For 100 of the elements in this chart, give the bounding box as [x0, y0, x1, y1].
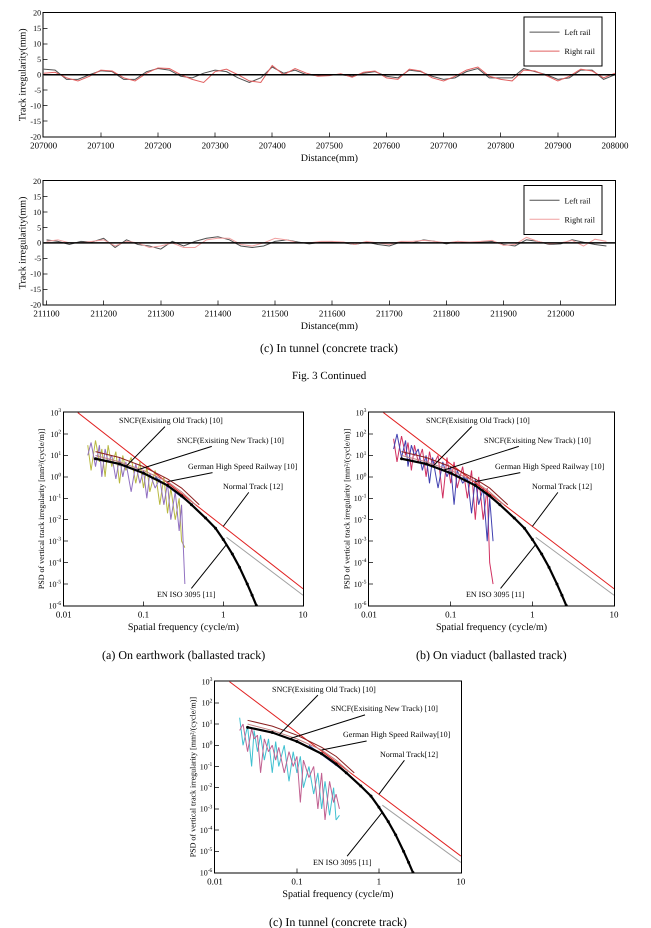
y-tick-label: 10$^{-5}$ — [48, 579, 62, 589]
y-tick-label: 20 — [33, 176, 42, 186]
y-tick-label: 10$^{2}$ — [356, 429, 367, 439]
y-tick-label: 10$^{-4}$ — [354, 558, 367, 568]
y-axis-title: Track irregularity(mm) — [17, 196, 28, 290]
x-tick-label: 208000 — [601, 140, 629, 150]
y-tick-label: 10$^{-6}$ — [354, 600, 367, 610]
y-tick-label: 0 — [37, 70, 42, 80]
annotation: SNCF(Exisiting Old Track) [10] — [426, 416, 530, 425]
legend-label: Left rail — [564, 196, 592, 206]
y-tick-label: -15 — [30, 285, 42, 294]
y-tick-label: 10$^{0}$ — [356, 472, 367, 482]
y-tick-label: -20 — [30, 300, 42, 310]
x-tick-label: 1 — [376, 876, 382, 886]
x-tick-label: 1 — [530, 609, 535, 620]
x-tick-label: 1 — [221, 609, 226, 620]
y-tick-label: 10$^{-6}$ — [48, 600, 62, 610]
x-tick-label: 211200 — [90, 308, 118, 319]
annotation: Normal Track [12] — [532, 482, 592, 491]
annotation: SNCF(Exisiting Old Track) [10] — [272, 685, 376, 694]
y-tick-label: 10$^{-6}$ — [200, 868, 213, 878]
y-tick-label: 10$^{-1}$ — [200, 762, 213, 772]
x-tick-label: 211500 — [262, 308, 289, 319]
y-tick-label: 10$^{-3}$ — [200, 804, 213, 814]
legend-label: Right rail — [564, 215, 596, 224]
y-tick-label: 10$^{-5}$ — [354, 579, 367, 589]
x-axis-title: Spatial frequency (cycle/m) — [436, 622, 548, 633]
y-tick-label: 10$^{-4}$ — [48, 558, 62, 568]
x-axis-title: Spatial frequency (cycle/m) — [282, 888, 394, 900]
x-tick-label: 211100 — [33, 308, 60, 319]
y-tick-label: 10$^{-3}$ — [354, 536, 367, 546]
annotation: SNCF(Exisiting New Track) [10] — [177, 436, 284, 445]
text: (a) On earthwork (ballasted track) — [102, 648, 266, 662]
y-tick-label: 15 — [33, 24, 42, 34]
y-tick-label: 10$^{3}$ — [50, 408, 62, 418]
x-tick-label: 0.01 — [207, 876, 223, 886]
x-axis-title: Distance(mm) — [300, 152, 358, 164]
y-tick-label: 20 — [33, 8, 42, 18]
annotation: Normal Track [12] — [223, 482, 284, 491]
y-tick-label: 10$^{2}$ — [202, 698, 213, 708]
y-tick-label: 10$^{-2}$ — [48, 515, 62, 525]
x-tick-label: 211300 — [147, 308, 175, 319]
y-tick-label: 10 — [33, 208, 42, 217]
caption: Fig. 3 Continued — [292, 370, 367, 382]
annotation: German High Speed Railway [10] — [495, 462, 605, 471]
y-tick-label: 10$^{1}$ — [50, 450, 62, 460]
y-tick-label: 10$^{3}$ — [202, 677, 213, 686]
y-tick-label: 10$^{-3}$ — [48, 536, 62, 546]
annotation: EN ISO 3095 [11] — [466, 590, 525, 599]
x-tick-label: 207800 — [487, 140, 515, 150]
x-tick-label: 211400 — [204, 308, 232, 319]
annotation: SNCF(Exisiting New Track) [10] — [331, 704, 438, 713]
y-tick-label: 10$^{-2}$ — [200, 783, 213, 792]
x-tick-label: 207600 — [372, 140, 400, 150]
y-tick-label: 10$^{3}$ — [356, 408, 367, 418]
y-tick-label: 5 — [37, 223, 42, 232]
y-tick-label: -5 — [34, 254, 42, 264]
x-tick-label: 207100 — [87, 140, 115, 150]
x-tick-label: 207300 — [202, 140, 230, 150]
x-tick-label: 0.1 — [138, 609, 150, 620]
y-axis-title: Track irregularity(mm) — [17, 28, 28, 122]
y-tick-label: -10 — [30, 270, 42, 279]
y-tick-label: 10$^{0}$ — [202, 740, 213, 750]
y-tick-label: 10$^{-1}$ — [354, 494, 367, 504]
y-tick-label: 15 — [33, 192, 42, 202]
y-axis-title: PSD of vertical track irregularity [mm²/(cycle/m)] — [188, 696, 198, 858]
legend-label: Left rail — [564, 28, 592, 38]
y-tick-label: 10$^{2}$ — [50, 429, 62, 439]
text: (b) On viaduct (ballasted track) — [416, 648, 567, 662]
x-axis-title: Spatial frequency (cycle/m) — [128, 622, 239, 633]
annotation: SNCF(Exisiting New Track) [10] — [484, 436, 592, 445]
y-tick-label: 5 — [37, 55, 42, 64]
legend-label: Right rail — [564, 47, 596, 56]
x-tick-label: 10 — [456, 876, 466, 886]
x-tick-label: 211800 — [433, 308, 460, 319]
x-tick-label: 10 — [298, 609, 308, 620]
y-tick-label: 10$^{-4}$ — [200, 826, 213, 835]
x-tick-label: 207700 — [430, 140, 458, 150]
y-tick-label: 10$^{0}$ — [50, 472, 62, 482]
y-tick-label: -10 — [30, 101, 42, 110]
y-axis-title: PSD of vertical track irregularity [mm²/(cycle/m)] — [37, 428, 46, 590]
annotation: German High Speed Railway[10] — [343, 730, 451, 739]
x-tick-label: 0.01 — [361, 609, 377, 620]
annotation: Normal Track[12] — [380, 750, 438, 759]
y-tick-label: -15 — [30, 116, 42, 126]
y-tick-label: 10$^{-1}$ — [48, 494, 62, 504]
x-tick-label: 207400 — [258, 140, 286, 150]
x-tick-label: 211900 — [490, 308, 518, 319]
y-axis-title: PSD of vertical track irregularity [mm²/(cycle/m)] — [342, 428, 352, 590]
x-tick-label: 0.01 — [56, 609, 72, 620]
y-tick-label: 10$^{1}$ — [202, 720, 213, 729]
x-axis-title: Distance(mm) — [300, 321, 358, 332]
y-tick-label: 10$^{-2}$ — [354, 515, 367, 525]
y-tick-label: 10 — [33, 40, 42, 49]
annotation: German High Speed Railway [10] — [188, 462, 298, 471]
annotation: EN ISO 3095 [11] — [157, 590, 216, 599]
y-tick-label: -20 — [30, 132, 42, 142]
x-tick-label: 211600 — [318, 308, 346, 319]
x-tick-label: 207000 — [30, 140, 58, 150]
x-tick-label: 207900 — [544, 140, 572, 150]
